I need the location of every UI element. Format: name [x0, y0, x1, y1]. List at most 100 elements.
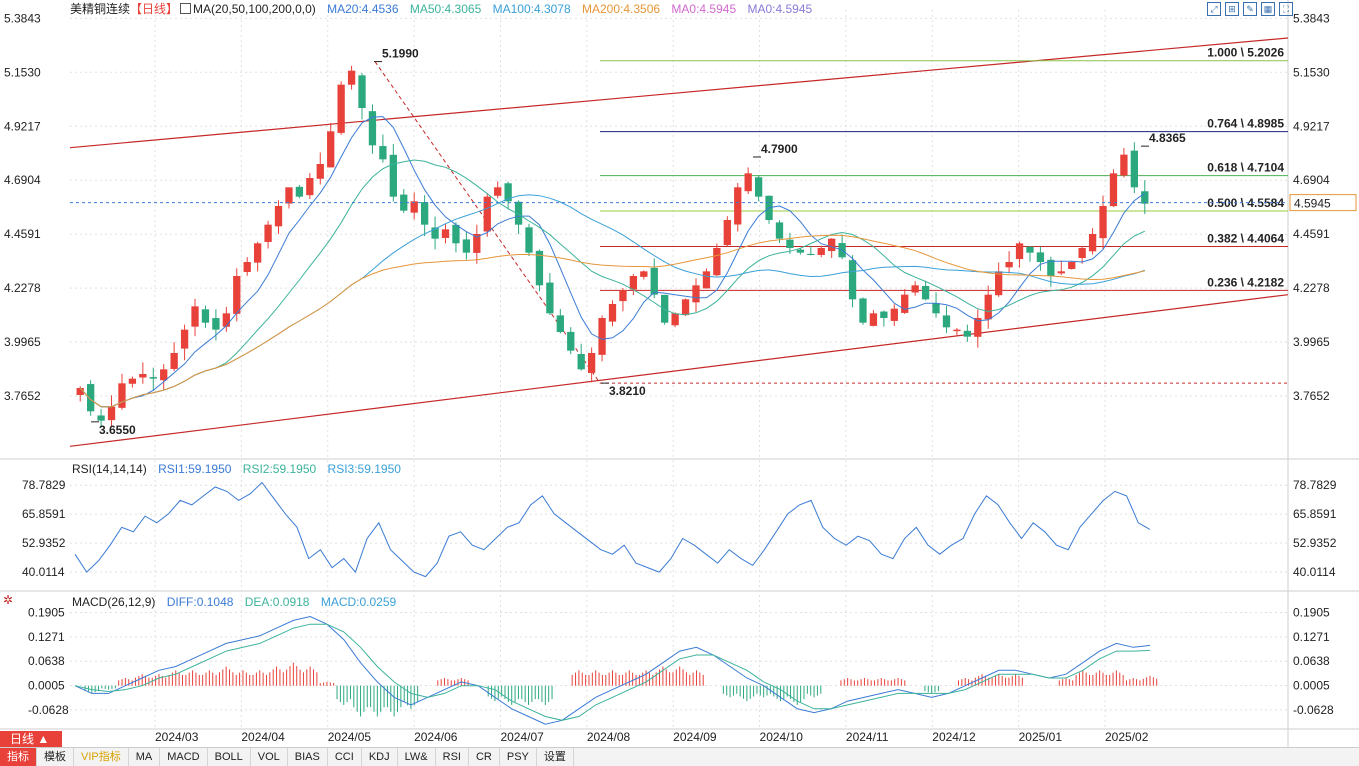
- fib-label: 0.382 \ 4.4064: [1207, 232, 1284, 246]
- toolbar-item-kdj[interactable]: KDJ: [362, 748, 398, 766]
- candle-body: [587, 353, 596, 373]
- fib-label: 0.618 \ 4.7104: [1207, 161, 1284, 175]
- candle-body: [347, 70, 356, 85]
- macd-tick-left-label: 0.0638: [28, 654, 65, 668]
- candle-body: [285, 187, 293, 204]
- toolbar-item-psy[interactable]: PSY: [500, 748, 537, 766]
- key-point-label: 4.8365: [1149, 131, 1186, 145]
- rsi-tick-left-label: 65.8591: [22, 507, 66, 521]
- y-tick-right-label: 5.1530: [1293, 65, 1330, 79]
- fib-label: 1.000 \ 5.2026: [1207, 46, 1284, 60]
- candle-body: [995, 271, 1003, 296]
- x-tick-label: 2024/03: [155, 730, 199, 744]
- candle-body: [222, 313, 230, 327]
- toolbar-item-settings[interactable]: 设置: [537, 748, 574, 766]
- candle-body: [932, 303, 940, 314]
- x-tick-label: 2024/06: [414, 730, 458, 744]
- toolbar-item-macd[interactable]: MACD: [160, 748, 208, 766]
- candle-body: [619, 290, 627, 302]
- candle-body: [1005, 262, 1013, 268]
- grid-icon[interactable]: ▦: [1261, 2, 1275, 16]
- settings-gear-icon[interactable]: ✲: [3, 593, 14, 607]
- last-price-label: 4.5945: [1294, 197, 1331, 211]
- y-tick-left-label: 5.1530: [4, 65, 41, 79]
- key-point-label: 4.7900: [761, 142, 798, 156]
- candle-body: [420, 202, 429, 225]
- macd-tick-left-label: 0.1271: [28, 630, 65, 644]
- rsi-line: [74, 481, 1151, 578]
- toolbar-item-rsi[interactable]: RSI: [436, 748, 469, 766]
- macd-label: MACD(26,12,9): [72, 595, 156, 609]
- fullscreen-icon[interactable]: ⛶: [1279, 2, 1293, 16]
- candle-body: [1109, 173, 1118, 207]
- macd-tick-left-label: 0.0005: [28, 679, 65, 693]
- period-button[interactable]: 日线 ▲: [0, 731, 62, 747]
- y-tick-left-label: 4.6904: [4, 173, 41, 187]
- candle-body: [953, 329, 961, 332]
- zoom-icon[interactable]: ⊞: [1225, 2, 1239, 16]
- candle-body: [1047, 259, 1055, 276]
- candle-body: [984, 294, 992, 320]
- toolbar-item-vol[interactable]: VOL: [251, 748, 288, 766]
- candle-body: [128, 378, 137, 384]
- symbol-title: 美精铜连续: [70, 2, 131, 16]
- x-tick-label: 2024/07: [500, 730, 544, 744]
- toolbar-item-vip[interactable]: VIP指标: [74, 748, 129, 766]
- toolbar-item-bias[interactable]: BIAS: [288, 748, 328, 766]
- candle-body: [942, 315, 951, 328]
- toolbar-item-template[interactable]: 模板: [37, 748, 74, 766]
- candle-body: [431, 227, 439, 239]
- candle-body: [546, 282, 554, 314]
- x-tick-label: 2024/12: [932, 730, 976, 744]
- draw-icon[interactable]: ✎: [1243, 2, 1257, 16]
- candle-body: [473, 234, 481, 253]
- candle-body: [1130, 150, 1138, 188]
- candle-body: [97, 415, 105, 421]
- toolbar-item-indicators[interactable]: 指标: [0, 748, 37, 766]
- toolbar-item-cr[interactable]: CR: [469, 748, 500, 766]
- candle-body: [1068, 262, 1076, 269]
- candle-body: [379, 146, 387, 160]
- candle-body: [243, 262, 251, 273]
- candle-body: [525, 227, 533, 253]
- candle-body: [828, 238, 836, 252]
- candle-body: [274, 206, 283, 227]
- y-tick-right-label: 4.2278: [1293, 281, 1330, 295]
- candle-body: [295, 186, 304, 197]
- candle-body: [880, 311, 888, 318]
- candle-body: [389, 154, 397, 197]
- x-tick-label: 2024/10: [760, 730, 804, 744]
- candle-body: [921, 285, 930, 300]
- candle-body: [901, 294, 909, 313]
- y-tick-left-label: 5.3843: [4, 11, 41, 25]
- candle-body: [306, 178, 314, 196]
- candle-body: [494, 187, 502, 196]
- toolbar-item-boll[interactable]: BOLL: [208, 748, 251, 766]
- dea-value: DEA:0.0918: [244, 595, 310, 609]
- period-label[interactable]: 【日线】: [130, 2, 179, 16]
- candle-body: [410, 201, 418, 213]
- ma200-line: [79, 234, 1145, 408]
- candle-body: [504, 183, 512, 202]
- candle-body: [744, 173, 752, 192]
- ma-icon[interactable]: [180, 3, 192, 14]
- toolbar-item-ma[interactable]: MA: [129, 748, 161, 766]
- toolbar-item-lw[interactable]: LW&: [398, 748, 436, 766]
- rsi-tick-left-label: 52.9352: [22, 536, 66, 550]
- y-tick-right-label: 5.3843: [1293, 11, 1330, 25]
- toolbar-item-cci[interactable]: CCI: [328, 748, 362, 766]
- candle-body: [963, 330, 972, 337]
- candle-body: [452, 224, 460, 244]
- candle-body: [87, 384, 95, 412]
- candle-body: [170, 353, 178, 369]
- candle-body: [1015, 243, 1024, 260]
- x-tick-label: 2024/08: [587, 730, 631, 744]
- expand-icon[interactable]: ⤢: [1207, 2, 1221, 16]
- candle-body: [160, 369, 168, 381]
- candle-body: [556, 315, 564, 332]
- ma100-value: MA100:4.3078: [492, 2, 571, 16]
- rsi3-value: RSI3:59.1950: [327, 462, 401, 476]
- candle-body: [233, 276, 241, 314]
- key-point-label: 3.6550: [99, 423, 136, 437]
